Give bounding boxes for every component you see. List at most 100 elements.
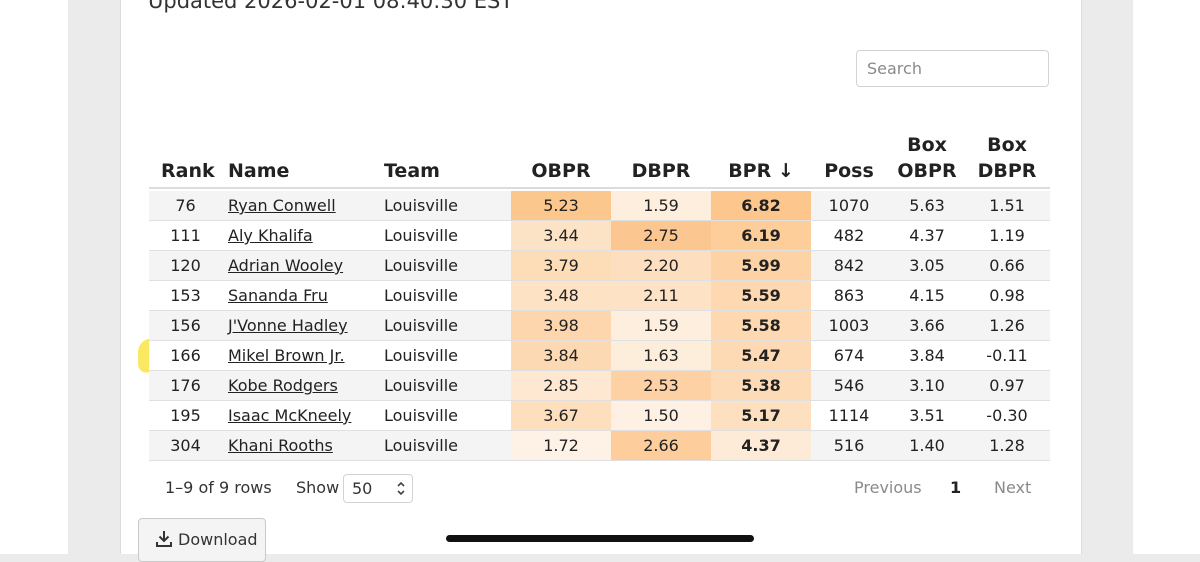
obpr-cell: 5.23 [511,191,611,220]
team-cell: Louisville [384,196,458,215]
col-header-box-obpr-line2[interactable]: OBPR [897,160,957,182]
updated-timestamp: Updated 2026-02-01 08:40:30 EST [148,0,514,13]
box-dbpr-cell: -0.30 [986,406,1028,425]
download-button[interactable]: Download [138,518,266,562]
table-row: 166 Mikel Brown Jr. Louisville 3.84 1.63 5.47… [149,341,1050,371]
download-icon [156,530,172,548]
col-header-dbpr[interactable]: DBPR [631,160,691,182]
poss-cell: 546 [833,376,865,395]
poss-cell: 516 [833,436,865,455]
col-header-team[interactable]: Team [384,160,440,182]
col-header-bpr-sorted[interactable]: BPR ↓ [728,160,794,182]
rank-cell: 195 [170,406,201,425]
dbpr-cell: 1.59 [611,191,711,220]
bpr-cell: 5.58 [711,311,811,340]
col-header-box-dbpr-line1[interactable]: Box [987,134,1027,156]
col-header-obpr[interactable]: OBPR [531,160,591,182]
poss-cell: 863 [833,286,865,305]
team-cell: Louisville [384,316,458,335]
box-dbpr-cell: 0.66 [989,256,1025,275]
poss-cell: 842 [833,256,865,275]
bpr-cell: 5.38 [711,371,811,400]
player-name-link[interactable]: Aly Khalifa [228,226,313,245]
player-name-link[interactable]: Kobe Rodgers [228,376,338,395]
player-name-link[interactable]: Ryan Conwell [228,196,336,215]
obpr-cell: 3.79 [511,251,611,280]
dbpr-cell: 2.20 [611,251,711,280]
search-input[interactable] [856,50,1049,87]
table-row: 156 J'Vonne Hadley Louisville 3.98 1.59 5.58 1… [149,311,1050,341]
poss-cell: 1070 [828,196,870,215]
obpr-cell: 2.85 [511,371,611,400]
box-obpr-cell: 1.40 [909,436,945,455]
dbpr-cell: 1.59 [611,311,711,340]
player-name-link[interactable]: Sananda Fru [228,286,328,305]
table-row: 176 Kobe Rodgers Louisville 2.85 2.53 5.38 546… [149,371,1050,401]
download-label: Download [178,530,258,549]
dbpr-cell: 1.63 [611,341,711,370]
rank-cell: 166 [170,346,201,365]
table-row: 76 Ryan Conwell Louisville 5.23 1.59 6.82 1070… [149,191,1050,221]
team-cell: Louisville [384,346,458,365]
obpr-cell: 1.72 [511,431,611,460]
table-row: 120 Adrian Wooley Louisville 3.79 2.20 5.99 84… [149,251,1050,281]
poss-cell: 1114 [828,406,870,425]
col-header-rank[interactable]: Rank [161,160,215,182]
box-obpr-cell: 3.66 [909,316,945,335]
box-obpr-cell: 3.84 [909,346,945,365]
box-dbpr-cell: 1.19 [989,226,1025,245]
poss-cell: 482 [833,226,865,245]
team-cell: Louisville [384,436,458,455]
table-row: 111 Aly Khalifa Louisville 3.44 2.75 6.19 482 4… [149,221,1050,251]
dbpr-cell: 2.53 [611,371,711,400]
box-obpr-cell: 3.05 [909,256,945,275]
col-header-poss[interactable]: Poss [824,160,874,182]
pagination-previous[interactable]: Previous [854,478,922,497]
table-row: 304 Khani Rooths Louisville 1.72 2.66 4.37 516… [149,431,1050,461]
player-name-link[interactable]: Mikel Brown Jr. [228,346,345,365]
col-header-name[interactable]: Name [228,160,290,182]
dbpr-cell: 1.50 [611,401,711,430]
player-name-link[interactable]: Adrian Wooley [228,256,344,275]
rank-cell: 76 [175,196,196,215]
table-row: 195 Isaac McKneely Louisville 3.67 1.50 5.17 1… [149,401,1050,431]
rank-cell: 153 [170,286,201,305]
team-cell: Louisville [384,226,458,245]
box-dbpr-cell: -0.11 [986,346,1028,365]
player-name-link[interactable]: Khani Rooths [228,436,333,455]
table-row: 153 Sananda Fru Louisville 3.48 2.11 5.59 863 4… [149,281,1050,311]
dbpr-cell: 2.66 [611,431,711,460]
pagination-next[interactable]: Next [994,478,1032,497]
rank-cell: 111 [170,226,201,245]
bpr-cell: 5.17 [711,401,811,430]
dbpr-cell: 2.75 [611,221,711,250]
box-dbpr-cell: 1.26 [989,316,1025,335]
rank-cell: 176 [170,376,201,395]
poss-cell: 1003 [828,316,870,335]
header-divider [149,187,1050,189]
right-margin [1133,0,1200,554]
rank-cell: 120 [170,256,201,275]
rank-cell: 156 [170,316,201,335]
pagination-page-1[interactable]: 1 [950,478,962,497]
box-obpr-cell: 3.51 [909,406,945,425]
page-size-value: 50 [352,479,373,498]
bpr-cell: 5.99 [711,251,811,280]
player-name-link[interactable]: Isaac McKneely [228,406,352,425]
bpr-cell: 4.37 [711,431,811,460]
poss-cell: 674 [833,346,865,365]
box-dbpr-cell: 0.98 [989,286,1025,305]
obpr-cell: 3.48 [511,281,611,310]
home-indicator [446,535,754,542]
box-obpr-cell: 5.63 [909,196,945,215]
table-body: 76 Ryan Conwell Louisville 5.23 1.59 6.82 1070… [149,191,1050,461]
row-count-info: 1–9 of 9 rows [165,478,272,497]
box-dbpr-cell: 0.97 [989,376,1025,395]
bpr-cell: 5.47 [711,341,811,370]
col-header-box-obpr-line1[interactable]: Box [907,134,947,156]
player-name-link[interactable]: J'Vonne Hadley [228,316,348,335]
page-size-select[interactable]: 50 [343,474,413,503]
box-dbpr-cell: 1.28 [989,436,1025,455]
bpr-cell: 6.82 [711,191,811,220]
col-header-box-dbpr-line2[interactable]: DBPR [977,160,1037,182]
